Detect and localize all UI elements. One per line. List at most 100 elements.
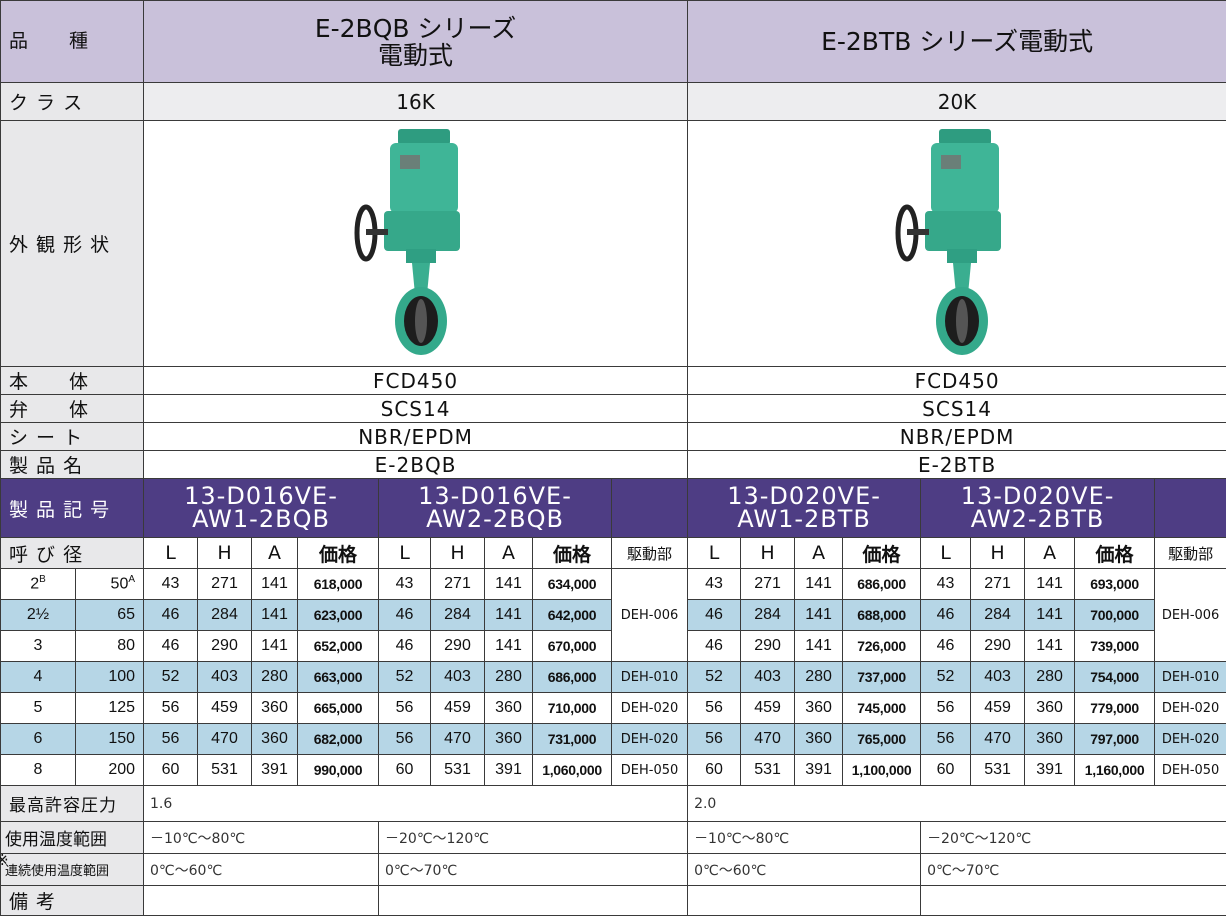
dimension: 43 xyxy=(144,569,198,600)
pressure-value: 2.0 xyxy=(688,786,1226,822)
product-code: 13-D020VE-AW1-2BTB xyxy=(688,479,921,538)
shape xyxy=(398,129,450,145)
row-label: 連続使用温度範囲 xyxy=(1,854,144,886)
size-mm: 150 xyxy=(76,724,144,755)
drive-unit: DEH-006 xyxy=(612,569,688,662)
row-label: 製 品 記 号 xyxy=(1,479,144,538)
spec-value: SCS14 xyxy=(688,395,1226,423)
class-value: 20K xyxy=(688,83,1226,121)
dimension: 470 xyxy=(971,724,1025,755)
dimension: 290 xyxy=(431,631,485,662)
price: 693,000 xyxy=(1075,569,1155,600)
row-label: 備 考 xyxy=(1,886,144,916)
dimension: 531 xyxy=(971,755,1025,786)
dimension: 60 xyxy=(688,755,741,786)
dimension: 360 xyxy=(485,693,533,724)
column-header: H xyxy=(971,538,1025,569)
price: 745,000 xyxy=(843,693,921,724)
dimension: 56 xyxy=(144,724,198,755)
dimension: 360 xyxy=(252,724,298,755)
temperature-range: －10℃～80℃ xyxy=(688,822,921,854)
dimension: 141 xyxy=(252,600,298,631)
dimension: 280 xyxy=(1025,662,1075,693)
column-header: H xyxy=(741,538,795,569)
valve-image xyxy=(887,125,1027,357)
text-line: E-2BTB シリーズ電動式 xyxy=(688,28,1226,55)
dimension: 56 xyxy=(688,693,741,724)
table-row: 使用温度範囲－10℃～80℃－20℃～120℃－10℃～80℃－20℃～120℃ xyxy=(1,822,1226,854)
product-code: 13-D016VE-AW2-2BQB xyxy=(379,479,612,538)
temperature-range: 0℃～60℃ xyxy=(144,854,379,886)
size-text: 65 xyxy=(117,606,135,623)
price: 1,060,000 xyxy=(533,755,612,786)
price: 710,000 xyxy=(533,693,612,724)
price: 686,000 xyxy=(533,662,612,693)
dimension: 360 xyxy=(795,724,843,755)
price: 1,160,000 xyxy=(1075,755,1155,786)
empty-cell xyxy=(1155,479,1226,538)
drive-unit: DEH-020 xyxy=(1155,693,1226,724)
drive-unit: DEH-020 xyxy=(1155,724,1226,755)
dimension: 470 xyxy=(198,724,252,755)
column-header: 価格 xyxy=(298,538,379,569)
column-header: 駆動部 xyxy=(1155,538,1226,569)
dimension: 60 xyxy=(144,755,198,786)
dimension: 43 xyxy=(688,569,741,600)
price: 731,000 xyxy=(533,724,612,755)
column-header: 価格 xyxy=(533,538,612,569)
size-text: 6 xyxy=(34,730,43,747)
dimension: 403 xyxy=(741,662,795,693)
column-header: L xyxy=(921,538,971,569)
shape xyxy=(366,229,388,235)
dimension: 60 xyxy=(379,755,431,786)
dimension: 56 xyxy=(921,693,971,724)
price: 1,100,000 xyxy=(843,755,921,786)
dimension: 391 xyxy=(485,755,533,786)
row-label: シ ー ト xyxy=(1,423,144,451)
shape xyxy=(925,211,1001,251)
size-text: 8 xyxy=(34,761,43,778)
dimension: 459 xyxy=(198,693,252,724)
dimension: 56 xyxy=(921,724,971,755)
spec-value: E-2BQB xyxy=(144,451,688,479)
size-mm: 100 xyxy=(76,662,144,693)
spec-value: FCD450 xyxy=(144,367,688,395)
row-label: ク ラ ス xyxy=(1,83,144,121)
shape xyxy=(415,299,427,343)
price: 665,000 xyxy=(298,693,379,724)
size-text: 80 xyxy=(117,637,135,654)
text-line: AW1-2BTB xyxy=(688,508,920,531)
price: 739,000 xyxy=(1075,631,1155,662)
dimension: 52 xyxy=(921,662,971,693)
shape xyxy=(939,129,991,145)
row-label: 外 観 形 状 xyxy=(1,121,144,367)
dimension: 391 xyxy=(1025,755,1075,786)
dimension: 141 xyxy=(795,631,843,662)
shape xyxy=(406,249,436,263)
dimension: 290 xyxy=(741,631,795,662)
price: 779,000 xyxy=(1075,693,1155,724)
text-line: E-2BQB シリーズ xyxy=(144,15,687,42)
dimension: 52 xyxy=(144,662,198,693)
dimension: 141 xyxy=(1025,600,1075,631)
dimension: 43 xyxy=(921,569,971,600)
size-text: 2½ xyxy=(27,606,49,623)
size-mm: 125 xyxy=(76,693,144,724)
size-text: 50 xyxy=(111,576,129,593)
class-value: 16K xyxy=(144,83,688,121)
series-name: E-2BTB シリーズ電動式 xyxy=(688,1,1226,83)
shape xyxy=(931,143,999,213)
size-mm: 65 xyxy=(76,600,144,631)
dimension: 46 xyxy=(921,600,971,631)
shape xyxy=(956,299,968,343)
price: 688,000 xyxy=(843,600,921,631)
size-text: 100 xyxy=(108,668,135,685)
dimension: 403 xyxy=(971,662,1025,693)
spec-value: FCD450 xyxy=(688,367,1226,395)
size-text: 4 xyxy=(34,668,43,685)
dimension: 403 xyxy=(198,662,252,693)
